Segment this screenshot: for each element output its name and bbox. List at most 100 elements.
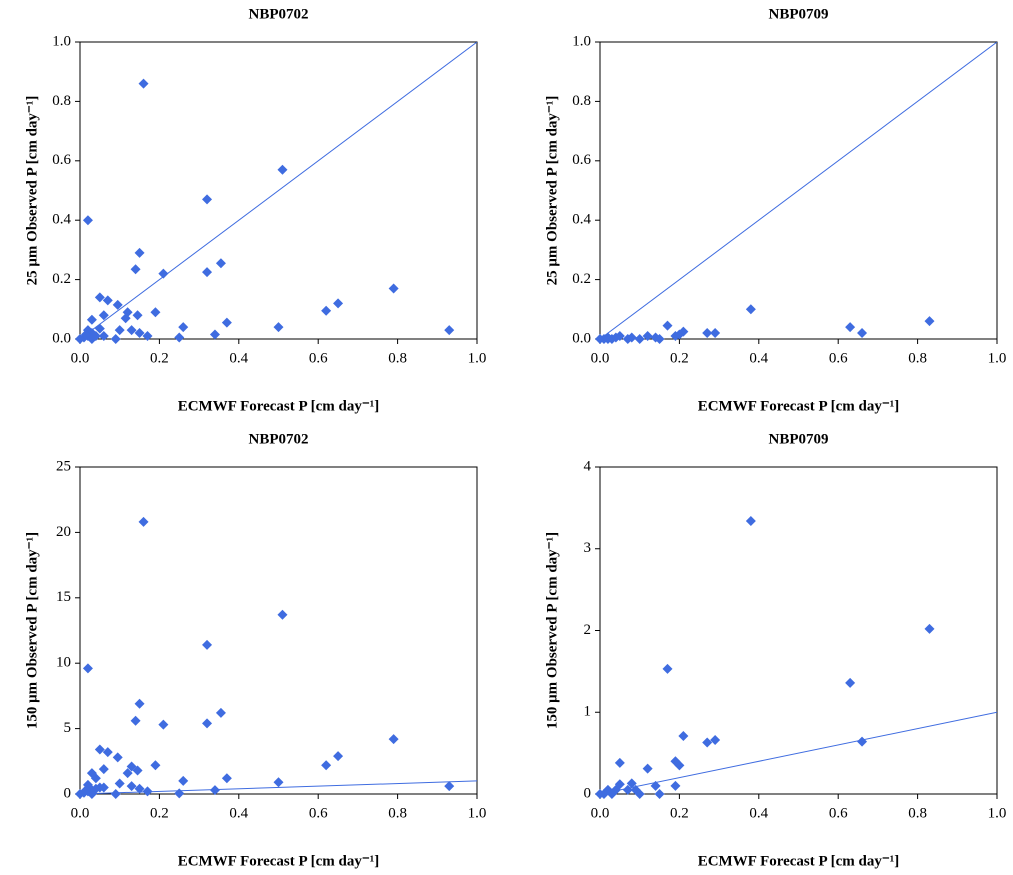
scatter-point <box>444 781 455 792</box>
plot-frame <box>599 466 998 795</box>
scatter-point <box>745 515 756 526</box>
y-tick-label: 0 <box>584 785 592 801</box>
scatter-point <box>98 764 109 775</box>
scatter-point <box>321 760 332 771</box>
scatter-point <box>114 778 125 789</box>
x-axis-label: ECMWF Forecast P [cm day⁻¹] <box>698 398 900 414</box>
scatter-point <box>86 314 97 325</box>
y-tick-label: 25 <box>56 458 71 474</box>
scatter-point <box>642 331 653 342</box>
scatter-point <box>138 516 149 527</box>
x-tick-label: 0.6 <box>829 805 848 821</box>
y-tick-label: 0.0 <box>52 330 71 346</box>
x-tick-label: 0.8 <box>908 805 927 821</box>
scatter-point <box>202 267 213 278</box>
subplot: NBP0709 ECMWF Forecast P [cm day⁻¹] 150 μm… <box>544 431 1006 869</box>
scatter-point <box>209 329 220 340</box>
scatter-point <box>102 295 113 306</box>
scatter-point <box>333 298 344 309</box>
scatter-point <box>80 785 91 796</box>
reference-line <box>80 42 477 339</box>
y-tick-label: 2 <box>584 622 592 638</box>
scatter-point <box>602 334 613 344</box>
y-tick-label: 0.0 <box>572 330 591 346</box>
y-tick-label: 20 <box>56 524 71 540</box>
scatter-point <box>178 322 189 333</box>
scatter-point <box>120 313 131 324</box>
scatter-point <box>702 737 713 748</box>
scatter-point <box>273 322 284 333</box>
scatter-point <box>174 788 185 799</box>
scatter-point <box>670 780 681 791</box>
scatter-point <box>202 194 213 205</box>
y-axis-label: 150 μm Observed P [cm day⁻¹] <box>544 532 560 729</box>
scatter-point <box>122 768 133 779</box>
scatter-point <box>98 310 109 321</box>
scatter-point <box>142 786 153 797</box>
y-tick-label: 15 <box>56 589 71 605</box>
scatter-point <box>388 283 399 294</box>
y-tick-label: 0.6 <box>52 152 71 168</box>
scatter-point <box>134 698 145 709</box>
scatter-point <box>845 677 856 688</box>
subplot: NBP0702 ECMWF Forecast P [cm day⁻¹] 25 μm … <box>24 6 486 414</box>
scatter-point <box>221 317 232 328</box>
y-tick-label: 3 <box>584 540 592 556</box>
scatter-point <box>857 736 868 747</box>
y-axis-label: 150 μm Observed P [cm day⁻¹] <box>24 532 40 729</box>
scatter-point <box>634 789 645 799</box>
scatter-point <box>215 707 226 718</box>
scatter-point <box>924 623 935 634</box>
x-tick-label: 1.0 <box>468 805 487 821</box>
scatter-point <box>444 325 455 336</box>
scatter-point <box>642 763 653 774</box>
x-tick-label: 0.2 <box>670 805 689 821</box>
x-tick-label: 0.6 <box>309 805 328 821</box>
y-axis-label: 25 μm Observed P [cm day⁻¹] <box>544 96 560 286</box>
scatter-point <box>654 334 665 344</box>
scatter-point <box>277 164 288 175</box>
scatter-point <box>112 299 123 310</box>
chart-title: NBP0702 <box>249 6 309 22</box>
scatter-point <box>662 663 673 674</box>
x-tick-label: 0.4 <box>749 805 768 821</box>
scatter-point <box>142 331 153 342</box>
x-axis-label: ECMWF Forecast P [cm day⁻¹] <box>698 853 900 869</box>
x-tick-label: 0.6 <box>309 350 328 366</box>
scatter-point <box>333 751 344 762</box>
x-tick-label: 0.8 <box>388 805 407 821</box>
chart-title: NBP0709 <box>769 6 829 22</box>
y-tick-label: 0.4 <box>572 212 591 228</box>
y-tick-label: 0 <box>64 785 72 801</box>
x-tick-label: 0.0 <box>71 805 90 821</box>
x-tick-label: 0.4 <box>749 350 768 366</box>
y-tick-label: 0.6 <box>572 152 591 168</box>
x-axis-label: ECMWF Forecast P [cm day⁻¹] <box>178 398 380 414</box>
y-tick-label: 10 <box>56 655 71 671</box>
y-tick-label: 4 <box>584 458 592 474</box>
scatter-point <box>90 773 101 784</box>
scatter-point <box>134 247 145 258</box>
scatter-point <box>857 328 868 339</box>
scatter-point <box>134 783 145 794</box>
scatter-point <box>622 784 633 795</box>
scatter-point <box>130 264 141 275</box>
x-tick-label: 0.4 <box>229 350 248 366</box>
chart-title: NBP0702 <box>249 431 309 447</box>
scatter-point <box>130 715 141 726</box>
x-tick-label: 0.8 <box>908 350 927 366</box>
scatter-point <box>662 320 673 331</box>
scatter-point <box>650 780 661 791</box>
scatter-point <box>98 782 109 793</box>
scatter-point <box>622 334 633 344</box>
scatter-point <box>158 268 169 279</box>
x-tick-label: 1.0 <box>988 350 1007 366</box>
x-tick-label: 0.4 <box>229 805 248 821</box>
scatter-point <box>845 322 856 333</box>
x-tick-label: 0.2 <box>150 350 169 366</box>
scatter-point <box>94 323 105 334</box>
scatter-point <box>126 325 137 336</box>
scatter-point <box>678 730 689 741</box>
subplot: NBP0709 ECMWF Forecast P [cm day⁻¹] 25 μm … <box>544 6 1006 414</box>
